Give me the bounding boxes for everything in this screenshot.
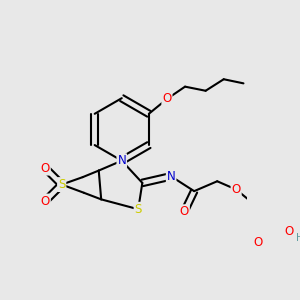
Text: S: S bbox=[134, 203, 142, 216]
Text: N: N bbox=[117, 154, 126, 167]
Text: O: O bbox=[40, 162, 50, 175]
Text: O: O bbox=[162, 92, 172, 106]
Text: O: O bbox=[40, 194, 50, 208]
Text: H: H bbox=[296, 233, 300, 243]
Text: O: O bbox=[180, 205, 189, 218]
Text: O: O bbox=[284, 225, 293, 238]
Text: O: O bbox=[253, 236, 262, 250]
Text: S: S bbox=[58, 178, 65, 191]
Text: O: O bbox=[232, 183, 241, 196]
Text: N: N bbox=[167, 170, 176, 183]
